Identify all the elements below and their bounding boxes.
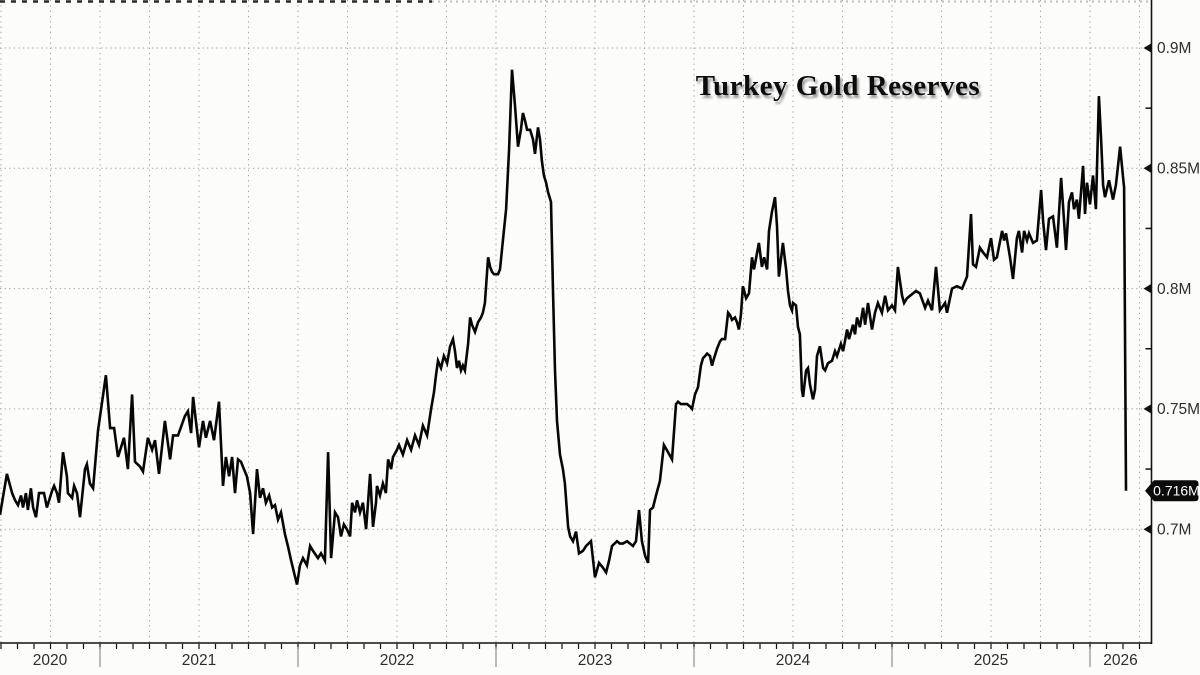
year-label: 2024 xyxy=(776,652,811,669)
year-label: 2025 xyxy=(974,652,1008,669)
year-label: 2021 xyxy=(182,652,216,669)
y-axis-labels: 0.9M 0.85M 0.8M 0.75M 0.7M xyxy=(1157,40,1200,538)
year-label: 2023 xyxy=(578,652,612,669)
y-tick-label: 0.75M xyxy=(1157,401,1200,418)
y-tick-label: 0.8M xyxy=(1157,281,1191,298)
axes xyxy=(0,0,1153,644)
y-tick-label: 0.7M xyxy=(1157,521,1191,538)
chart-title: Turkey Gold Reserves xyxy=(695,70,981,102)
y-tick-arrow xyxy=(1143,43,1152,53)
y-tick-arrow xyxy=(1143,283,1152,294)
x-axis-labels: 2020 2021 2022 2023 2024 2025 2026 xyxy=(33,652,1138,669)
y-tick-label: 0.85M xyxy=(1157,161,1200,178)
x-axis-ticks xyxy=(0,643,1141,667)
y-axis-ticks xyxy=(1143,43,1152,534)
year-label: 2020 xyxy=(33,652,68,669)
y-tick-arrow xyxy=(1143,524,1152,534)
series-line-group xyxy=(0,69,1128,585)
last-value-badge-text: 0.716M xyxy=(1153,483,1200,499)
last-value-badge-shape xyxy=(1145,480,1199,502)
last-value-badge: 0.716M xyxy=(1145,480,1200,502)
series-line xyxy=(0,69,1128,585)
gridlines xyxy=(0,0,1151,643)
y-tick-label: 0.9M xyxy=(1157,40,1191,57)
year-label: 2026 xyxy=(1103,652,1137,669)
year-label: 2022 xyxy=(380,652,414,669)
y-tick-arrow xyxy=(1143,404,1152,414)
y-tick-arrow xyxy=(1143,163,1152,174)
